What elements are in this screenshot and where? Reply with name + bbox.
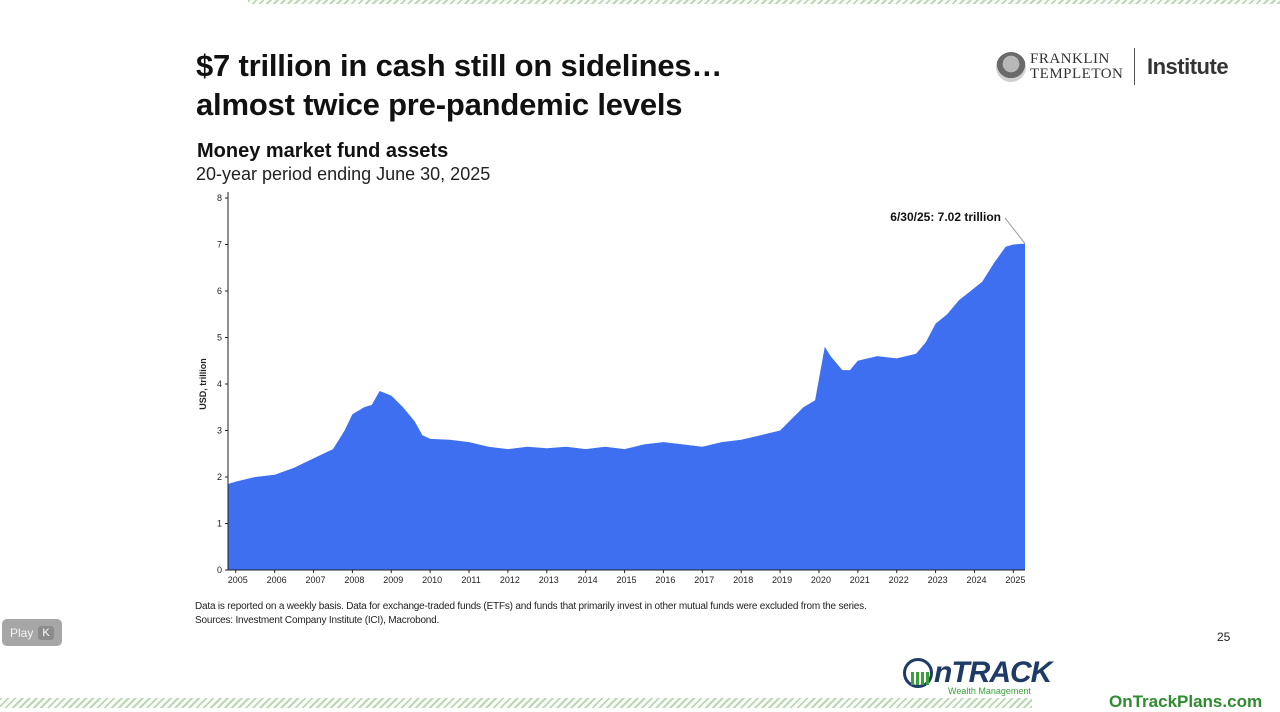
x-tick-label: 2009 — [383, 575, 403, 585]
brand-suffix: Institute — [1147, 54, 1229, 79]
brand-divider — [1134, 48, 1135, 85]
x-tick-label: 2021 — [850, 575, 870, 585]
x-tick-label: 2011 — [461, 575, 480, 585]
money-market-area — [228, 243, 1025, 570]
footnote-sources: Sources: Investment Company Institute (I… — [195, 615, 440, 626]
x-tick-label: 2017 — [694, 575, 714, 585]
x-tick-label: 2025 — [1005, 575, 1025, 585]
y-tick-label: 2 — [217, 472, 222, 482]
page-number: 25 — [1217, 630, 1231, 644]
x-tick-label: 2023 — [928, 575, 948, 585]
ontrack-bars-icon — [911, 672, 929, 685]
x-tick-label: 2020 — [811, 575, 831, 585]
ontrack-circle-icon — [903, 658, 933, 688]
brand-name: FRANKLIN TEMPLETON — [1030, 52, 1123, 82]
ontrack-logo: nTRACK Wealth Management — [902, 656, 1052, 698]
y-tick-label: 0 — [217, 565, 222, 575]
y-tick-label: 1 — [217, 519, 222, 529]
y-tick-label: 7 — [217, 240, 222, 250]
footnote: Data is reported on a weekly basis. Data… — [195, 600, 867, 628]
x-tick-label: 2008 — [344, 575, 364, 585]
headline-line-2: almost twice pre-pandemic levels — [196, 87, 683, 122]
ontrack-wordmark: nTRACK — [934, 656, 1052, 689]
x-tick-label: 2016 — [655, 575, 675, 585]
x-tick-label: 2018 — [733, 575, 753, 585]
franklin-templeton-institute-logo: FRANKLIN TEMPLETON Institute — [994, 48, 1234, 88]
y-tick-label: 8 — [217, 193, 222, 203]
headline-line-1: $7 trillion in cash still on sidelines… — [196, 48, 723, 83]
x-tick-label: 2015 — [617, 575, 637, 585]
x-tick-label: 2007 — [306, 575, 326, 585]
play-button[interactable]: Play K — [2, 619, 62, 646]
y-tick-label: 5 — [217, 333, 222, 343]
y-tick-label: 3 — [217, 426, 222, 436]
chart-subtitle: 20-year period ending June 30, 2025 — [196, 164, 491, 184]
footnote-line-1: Data is reported on a weekly basis. Data… — [195, 601, 867, 612]
play-shortcut-key: K — [38, 625, 54, 640]
x-tick-label: 2019 — [772, 575, 792, 585]
x-tick-label: 2010 — [422, 575, 442, 585]
site-url-link[interactable]: OnTrackPlans.com — [1109, 692, 1263, 711]
chart-title: Money market fund assets — [197, 140, 449, 162]
x-tick-label: 2014 — [578, 575, 598, 585]
brand-name-line-1: FRANKLIN — [1030, 51, 1110, 67]
x-tick-label: 2022 — [889, 575, 909, 585]
annotation-label: 6/30/25: 7.02 trillion — [890, 210, 1001, 224]
x-tick-label: 2006 — [267, 575, 287, 585]
annotation-leader-line — [1004, 217, 1026, 244]
brand-name-line-2: TEMPLETON — [1030, 66, 1124, 82]
ontrack-tagline: Wealth Management — [948, 686, 1031, 696]
x-tick-label: 2024 — [966, 575, 986, 585]
x-tick-label: 2005 — [228, 575, 248, 585]
play-label: Play — [10, 625, 34, 640]
y-tick-label: 6 — [217, 286, 222, 296]
bottom-decorative-stripe — [0, 698, 1032, 708]
x-tick-label: 2012 — [500, 575, 520, 585]
brand-seal-icon — [996, 52, 1026, 82]
money-market-area-chart: 0 1 2 3 4 5 6 7 8 2005 2006 2007 2008 2009 2010 2011 201… — [198, 192, 1026, 585]
y-tick-label: 4 — [217, 379, 222, 389]
slide-headline: $7 trillion in cash still on sidelines… … — [196, 46, 722, 124]
y-axis-label: USD, trillion — [198, 358, 208, 410]
top-decorative-stripe — [248, 0, 1280, 4]
x-tick-label: 2013 — [539, 575, 559, 585]
